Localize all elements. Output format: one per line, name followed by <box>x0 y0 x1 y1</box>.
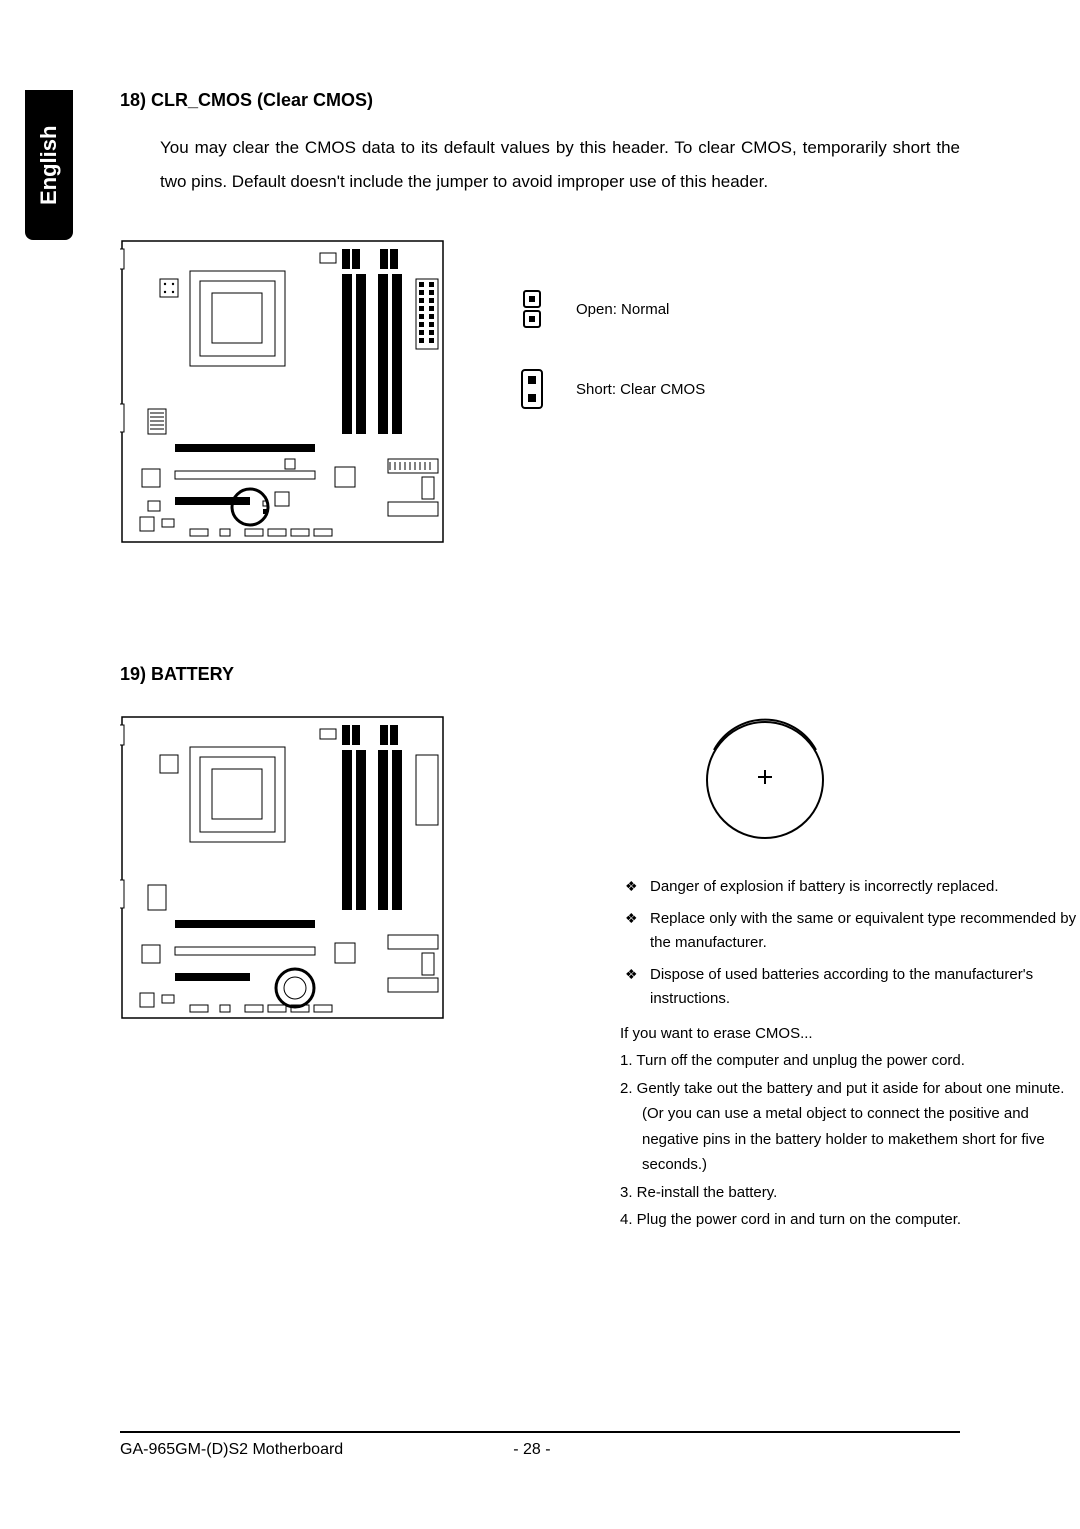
jumper-legend: Open: Normal Short: Clear CMOS <box>520 289 705 449</box>
mobo-diagram-2 <box>120 715 445 1020</box>
jumper-open-row: Open: Normal <box>520 289 705 329</box>
page-content: 18) CLR_CMOS (Clear CMOS) You may clear … <box>120 90 960 1275</box>
erase-step: 3. Re-install the battery. <box>620 1180 1080 1206</box>
warning-item: Replace only with the same or equivalent… <box>620 907 1080 955</box>
erase-step: 4. Plug the power cord in and turn on th… <box>620 1207 1080 1233</box>
warning-list: Danger of explosion if battery is incorr… <box>620 875 1080 1011</box>
erase-step: 1. Turn off the computer and unplug the … <box>620 1048 1080 1074</box>
erase-steps: 1. Turn off the computer and unplug the … <box>620 1048 1080 1233</box>
footer-page: - 28 - <box>513 1441 550 1459</box>
page-footer: GA-965GM-(D)S2 Motherboard - 28 - <box>120 1431 960 1459</box>
battery-icon <box>690 715 840 845</box>
warning-item: Dispose of used batteries according to t… <box>620 963 1080 1011</box>
erase-step: 2. Gently take out the battery and put i… <box>620 1076 1080 1178</box>
jumper-open-icon <box>520 289 546 329</box>
battery-info: Danger of explosion if battery is incorr… <box>620 715 1080 1235</box>
footer-model: GA-965GM-(D)S2 Motherboard <box>120 1441 343 1459</box>
section-18-body: You may clear the CMOS data to its defau… <box>160 131 960 199</box>
section-19-heading: 19) BATTERY <box>120 664 960 685</box>
erase-intro: If you want to erase CMOS... <box>620 1025 1080 1042</box>
jumper-short-icon <box>520 369 546 409</box>
section-18-heading: 18) CLR_CMOS (Clear CMOS) <box>120 90 960 111</box>
warning-item: Danger of explosion if battery is incorr… <box>620 875 1080 899</box>
section-19: 19) BATTERY <box>120 664 960 1275</box>
jumper-short-label: Short: Clear CMOS <box>576 381 705 398</box>
jumper-open-label: Open: Normal <box>576 301 669 318</box>
language-tab: English <box>25 90 73 240</box>
section-18: 18) CLR_CMOS (Clear CMOS) You may clear … <box>120 90 960 544</box>
jumper-short-row: Short: Clear CMOS <box>520 369 705 409</box>
mobo-diagram-1 <box>120 239 445 544</box>
